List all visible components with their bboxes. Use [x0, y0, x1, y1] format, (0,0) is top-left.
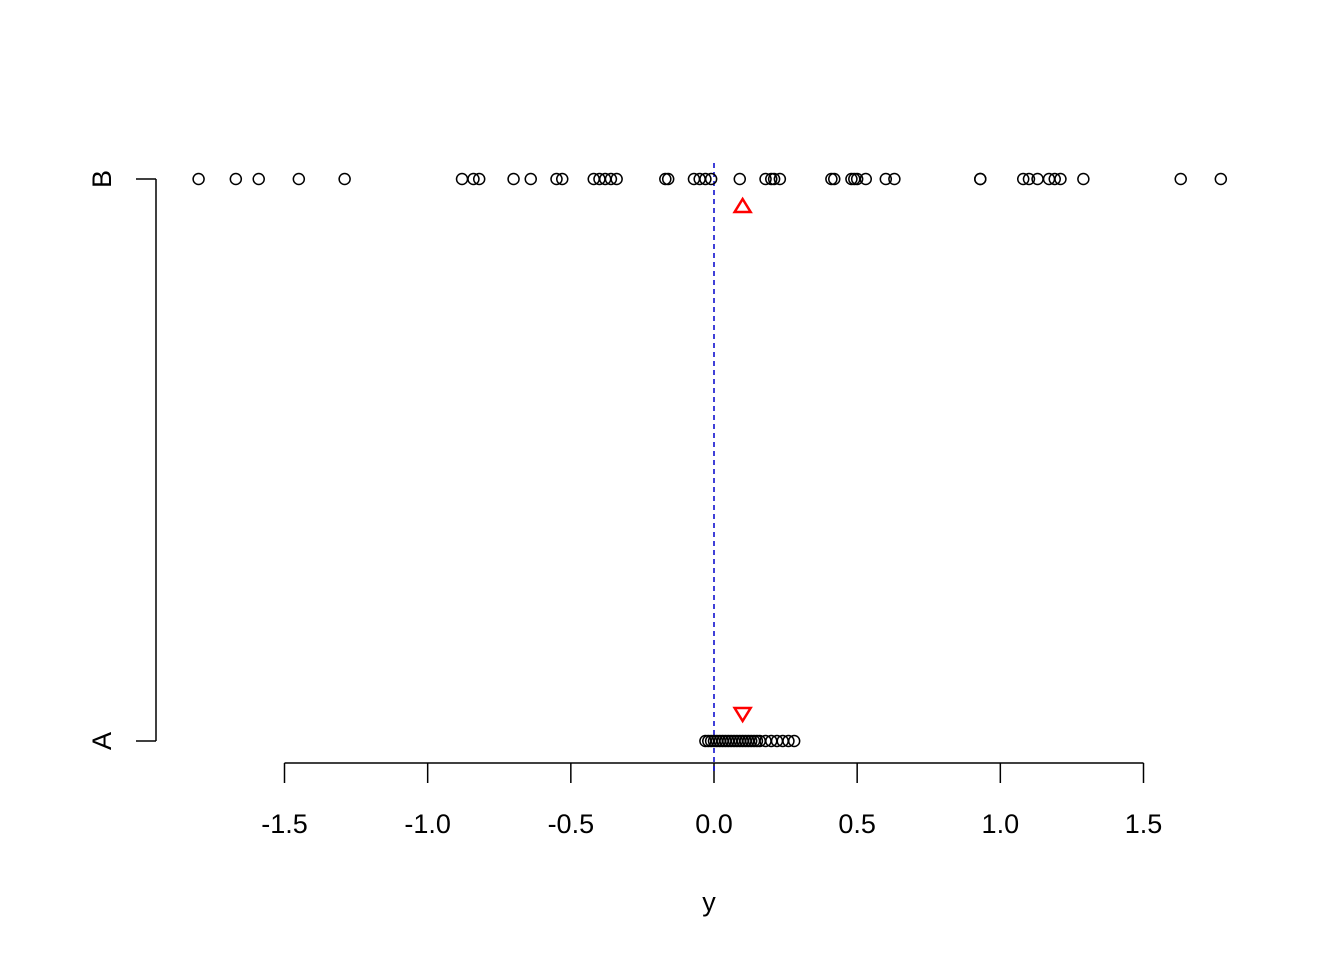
data-point [699, 172, 712, 186]
x-tick-label: 0.5 [838, 809, 876, 839]
x-tick-label: 0.0 [695, 809, 733, 839]
mean-marker [732, 196, 753, 214]
data-point [1016, 172, 1030, 186]
x-tick-label: -0.5 [548, 809, 595, 839]
data-point [507, 172, 520, 186]
data-point [555, 172, 569, 186]
y-tick-label: A [87, 732, 117, 750]
data-point [850, 172, 864, 186]
x-tick-label: -1.0 [404, 809, 451, 839]
x-axis-label: y [702, 887, 716, 917]
data-point [733, 172, 747, 186]
data-point [1077, 172, 1090, 186]
data-point [1174, 172, 1187, 186]
data-point [974, 172, 987, 186]
data-point [467, 172, 480, 186]
data-point [229, 172, 243, 186]
data-point [828, 172, 841, 186]
mean-marker [732, 706, 753, 724]
data-point [610, 172, 623, 186]
data-point [859, 172, 873, 186]
x-tick-label: -1.5 [261, 809, 308, 839]
x-tick-label: 1.0 [982, 809, 1020, 839]
data-point [879, 172, 893, 186]
data-point [292, 172, 306, 186]
data-point [1022, 172, 1036, 186]
data-point [767, 172, 781, 186]
data-point [192, 172, 205, 186]
data-point [455, 172, 469, 186]
axes-layer: -1.5 -1.0 -0.5 0.0 0.5 1.0 1.5 A B [87, 170, 1162, 839]
data-point [524, 172, 537, 186]
means-layer [732, 196, 753, 724]
data-point [1054, 172, 1067, 186]
data-point [1214, 172, 1228, 186]
data-point [888, 172, 901, 186]
data-point [759, 172, 772, 186]
data-point [782, 734, 795, 748]
data-point [704, 172, 718, 186]
data-point [773, 172, 787, 186]
data-point [1031, 172, 1044, 186]
data-point [1048, 172, 1061, 186]
data-point [604, 172, 618, 186]
data-point [338, 172, 351, 186]
data-point [550, 172, 563, 186]
data-point [661, 172, 675, 186]
points-layer [192, 172, 1228, 748]
data-point [472, 172, 486, 186]
data-point [252, 172, 265, 186]
data-point [787, 734, 801, 748]
x-tick-label: 1.5 [1125, 809, 1163, 839]
y-tick-label: B [87, 170, 117, 188]
